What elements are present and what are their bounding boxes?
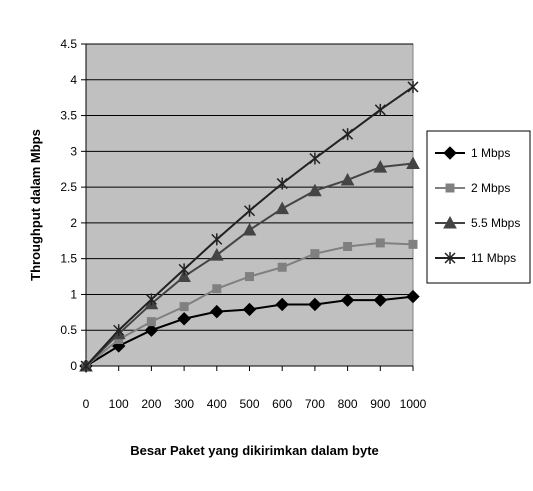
series-point (210, 304, 224, 319)
legend-item: 5.5 Mbps (435, 215, 520, 230)
series-point (309, 152, 321, 165)
y-axis-title: Throughput dalam Mbps (28, 129, 43, 281)
gridlines (86, 43, 413, 331)
series-point (177, 269, 191, 283)
x-tick-label: 0 (83, 397, 90, 411)
series-point (276, 177, 288, 190)
series-point (373, 293, 388, 307)
legend-item: 11 Mbps (435, 251, 516, 265)
series-point (310, 249, 320, 259)
y-tick-label: 1.5 (60, 252, 77, 266)
series-group (79, 80, 420, 373)
series-point (443, 215, 457, 229)
x-tick-label: 900 (370, 397, 390, 411)
legend-item: 1 Mbps (435, 146, 510, 160)
y-tick-label: 4.5 (60, 37, 77, 51)
series-point (209, 248, 224, 261)
y-tick-label: 3.5 (60, 109, 77, 123)
series-point (113, 324, 125, 337)
series-point (145, 293, 157, 306)
series-point (340, 293, 355, 307)
series-point (407, 80, 419, 93)
y-tick-label: 2 (70, 216, 77, 230)
series-point (406, 289, 420, 304)
series-point (80, 360, 92, 372)
series-point (242, 223, 257, 236)
series-point (444, 252, 456, 264)
legend: 1 Mbps 2 Mbps 5.5 Mbps 11 Mbps (426, 130, 531, 284)
x-tick-label: 1000 (400, 397, 427, 411)
series-point (308, 297, 322, 312)
x-tick-label: 500 (239, 397, 259, 411)
series-point (177, 312, 191, 326)
y-tick-label: 3 (70, 144, 77, 158)
series-point (179, 302, 189, 312)
series-point (443, 146, 457, 160)
series-point (277, 262, 287, 272)
series-point (275, 297, 289, 312)
series-point (340, 172, 355, 186)
legend-label: 2 Mbps (471, 181, 510, 195)
x-tick-label: 600 (272, 397, 292, 411)
y-tick-label: 0.5 (60, 323, 77, 337)
series-point (343, 242, 353, 252)
legend-label: 5.5 Mbps (471, 216, 520, 230)
series-point (308, 183, 322, 197)
x-tick-label: 800 (338, 397, 358, 411)
x-axis: 0 100 200 300 400 500 600 700 800 900 1000 (83, 365, 427, 411)
series-point (445, 183, 455, 193)
legend-label: 11 Mbps (471, 251, 516, 265)
series-point (375, 238, 385, 248)
series-point (144, 323, 159, 337)
series-point (243, 204, 256, 217)
legend-label: 1 Mbps (471, 146, 510, 160)
series-point (211, 233, 223, 246)
x-tick-label: 400 (207, 397, 227, 411)
series-point (406, 156, 420, 169)
series-point (245, 272, 254, 282)
series-point (342, 128, 354, 141)
series-point (374, 103, 386, 116)
y-tick-label: 4 (70, 73, 77, 87)
series-point (146, 317, 156, 327)
y-tick-label: 1 (70, 287, 77, 301)
series-point (242, 302, 257, 317)
series-point (212, 284, 222, 294)
y-tick-label: 2.5 (60, 180, 77, 194)
y-axis: 0 0.5 1 1.5 2 2.5 3 3.5 4 4.5 (60, 37, 87, 373)
x-tick-label: 300 (174, 397, 194, 411)
x-tick-label: 100 (109, 397, 129, 411)
series-point (408, 239, 418, 249)
y-tick-label: 0 (70, 359, 77, 373)
x-tick-label: 200 (141, 397, 161, 411)
series-point (178, 263, 190, 276)
legend-item: 2 Mbps (435, 181, 510, 195)
x-tick-label: 700 (305, 397, 325, 411)
series-point (275, 201, 290, 215)
series-11-mbps (80, 80, 419, 372)
x-axis-title: Besar Paket yang dikirimkan dalam byte (130, 443, 379, 458)
series-point (373, 160, 388, 173)
